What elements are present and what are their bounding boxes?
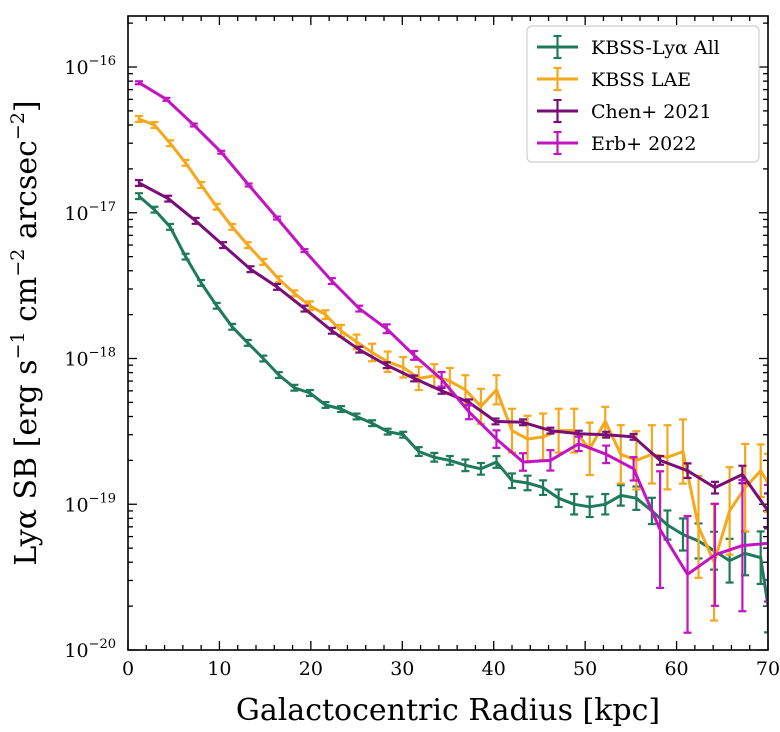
series-line (138, 117, 768, 564)
y-label-base: Lyα SB [erg s (9, 359, 44, 565)
x-tick-label: 40 (482, 658, 506, 680)
legend-item: Chen+ 2021 (537, 98, 712, 124)
x-tick-label: 0 (122, 658, 134, 680)
data-series (134, 80, 768, 634)
legend-item: KBSS-Lyα All (537, 34, 720, 60)
y-label-end: ] (9, 100, 44, 112)
x-tick-label: 70 (756, 658, 780, 680)
series-line (138, 195, 768, 607)
legend-label: Chen+ 2021 (591, 101, 712, 123)
y-label-exp-1: −1 (7, 331, 29, 359)
x-tick-label: 10 (207, 658, 231, 680)
axis-tick-labels: 0 10 20 30 40 50 60 70 10−20 10−19 10−18 10−17 10−16 (64, 54, 780, 680)
legend-item: Erb+ 2022 (537, 130, 696, 156)
legend: KBSS-Lyα All KBSS LAE Chen+ 2021 Erb+ 2022 (526, 25, 760, 163)
x-tick-label: 30 (390, 658, 414, 680)
y-label-exp-2: −2 (7, 249, 29, 277)
y-tick-label: 10−17 (64, 200, 116, 225)
series-0 (134, 192, 768, 634)
y-tick-label: 10−18 (64, 346, 116, 371)
error-bar (764, 452, 768, 514)
error-bar (764, 492, 768, 530)
legend-label: KBSS LAE (591, 69, 691, 91)
plot-frame (127, 15, 769, 651)
x-tick-label: 60 (664, 658, 688, 680)
y-label-exp-3: −2 (7, 112, 29, 140)
y-label-arcsec: arcsec (9, 140, 44, 249)
error-bar (134, 114, 143, 123)
series-3 (134, 80, 768, 634)
y-tick-label: 10−20 (64, 637, 116, 662)
error-bar (764, 483, 768, 603)
legend-item: KBSS LAE (537, 66, 691, 92)
legend-box (526, 25, 760, 163)
y-label-cm: cm (9, 277, 44, 332)
series-line (138, 81, 768, 576)
x-axis-label: Galactocentric Radius [kpc] (236, 693, 660, 728)
legend-label: Erb+ 2022 (591, 133, 696, 155)
y-tick-label: 10−19 (64, 491, 116, 516)
x-tick-label: 20 (299, 658, 323, 680)
x-tick-label: 50 (573, 658, 597, 680)
y-axis-label: Lyα SB [erg s−1 cm−2 arcsec−2] (7, 100, 44, 565)
legend-label: KBSS-Lyα All (591, 37, 720, 59)
y-tick-label: 10−16 (64, 54, 116, 79)
